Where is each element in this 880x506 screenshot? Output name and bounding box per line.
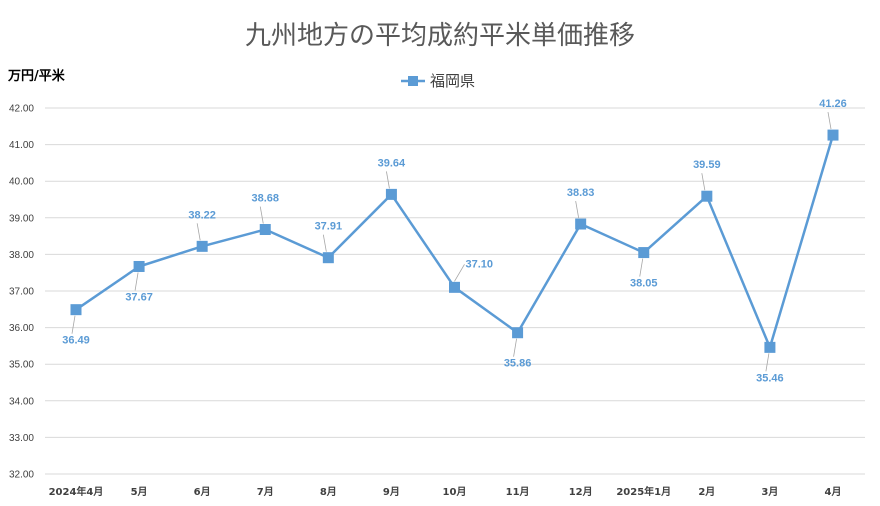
data-labels: 36.49 37.67 38.22 38.68 37.91 39.64 37.10 35.86… xyxy=(62,98,847,384)
data-point-marker xyxy=(322,252,334,264)
y-tick-label: 38.00 xyxy=(9,250,34,261)
data-label-leaders xyxy=(71,112,832,372)
data-label: 38.22 xyxy=(188,209,216,221)
data-label-leader xyxy=(196,223,201,241)
data-point-marker xyxy=(196,240,208,252)
chart-title: 九州地方の平均成約平米単価推移 xyxy=(245,21,635,51)
data-point-marker xyxy=(512,327,524,339)
data-label-leader xyxy=(71,315,76,334)
y-tick-label: 42.00 xyxy=(9,104,34,115)
data-point-marker xyxy=(764,341,776,353)
data-label: 36.49 xyxy=(62,335,90,347)
data-label: 38.05 xyxy=(630,278,658,290)
data-point-marker xyxy=(259,224,271,236)
data-point-marker xyxy=(575,218,587,230)
data-label-leader xyxy=(827,112,832,130)
x-tick-label: 2024年4月 xyxy=(49,485,104,498)
data-label: 38.83 xyxy=(567,187,595,199)
data-label: 37.91 xyxy=(315,221,343,233)
y-tick-label: 41.00 xyxy=(9,140,34,151)
data-point-marker xyxy=(133,260,145,272)
x-axis-ticks: 2024年4月 5月 6月 7月 8月 9月 10月 11月 12月 2025年1月 2月 3月 4月 xyxy=(49,485,842,498)
data-label-leader xyxy=(454,264,465,282)
data-point-marker xyxy=(638,247,650,259)
data-label-leader xyxy=(575,200,580,219)
data-point-marker xyxy=(701,190,713,202)
x-tick-label: 10月 xyxy=(443,486,467,498)
x-tick-label: 5月 xyxy=(131,486,148,498)
y-tick-label: 34.00 xyxy=(9,396,34,407)
data-label: 39.59 xyxy=(693,159,721,171)
data-label-leader xyxy=(134,272,139,291)
data-point-marker xyxy=(449,281,460,293)
y-axis-ticks: 32.00 33.00 34.00 35.00 36.00 37.00 38.00 39.00… xyxy=(9,104,34,481)
y-tick-label: 39.00 xyxy=(9,213,34,224)
data-label-leader xyxy=(513,338,517,357)
gridlines xyxy=(45,107,865,475)
x-tick-label: 11月 xyxy=(506,486,530,498)
data-label: 37.10 xyxy=(466,258,494,270)
data-label: 41.26 xyxy=(819,98,847,110)
data-label: 35.86 xyxy=(504,358,532,370)
x-tick-label: 2月 xyxy=(698,486,715,498)
series-fukuoka xyxy=(70,129,839,353)
data-point-marker xyxy=(385,188,397,200)
y-tick-label: 33.00 xyxy=(9,433,34,444)
data-label-leader xyxy=(639,258,644,277)
data-label-leader xyxy=(322,234,327,252)
data-label-leader xyxy=(765,353,770,372)
x-tick-label: 6月 xyxy=(194,486,211,498)
data-label-leader xyxy=(259,206,264,224)
data-label: 37.67 xyxy=(125,291,153,303)
y-axis-unit-label: 万円/平米 xyxy=(7,68,66,84)
data-label: 35.46 xyxy=(756,372,784,384)
data-label-leader xyxy=(701,173,706,191)
x-tick-label: 12月 xyxy=(569,486,593,498)
legend-series-name: 福岡県 xyxy=(430,72,475,90)
x-tick-label: 8月 xyxy=(320,486,337,498)
x-tick-label: 7月 xyxy=(257,486,274,498)
x-tick-label: 2025年1月 xyxy=(616,485,671,498)
y-tick-label: 35.00 xyxy=(9,360,34,371)
x-tick-label: 4月 xyxy=(825,486,842,498)
data-point-marker xyxy=(827,129,839,141)
x-tick-label: 9月 xyxy=(383,486,400,498)
x-tick-label: 3月 xyxy=(761,486,778,498)
data-label: 39.64 xyxy=(378,157,406,169)
data-label: 38.68 xyxy=(251,193,279,205)
y-tick-label: 32.00 xyxy=(9,470,34,481)
y-tick-label: 37.00 xyxy=(9,287,34,298)
data-point-marker xyxy=(70,304,82,316)
data-label-leader xyxy=(386,171,390,189)
y-tick-label: 36.00 xyxy=(9,323,34,334)
legend-square-marker xyxy=(408,76,418,86)
y-tick-label: 40.00 xyxy=(9,177,34,188)
legend: 福岡県 xyxy=(401,72,475,90)
